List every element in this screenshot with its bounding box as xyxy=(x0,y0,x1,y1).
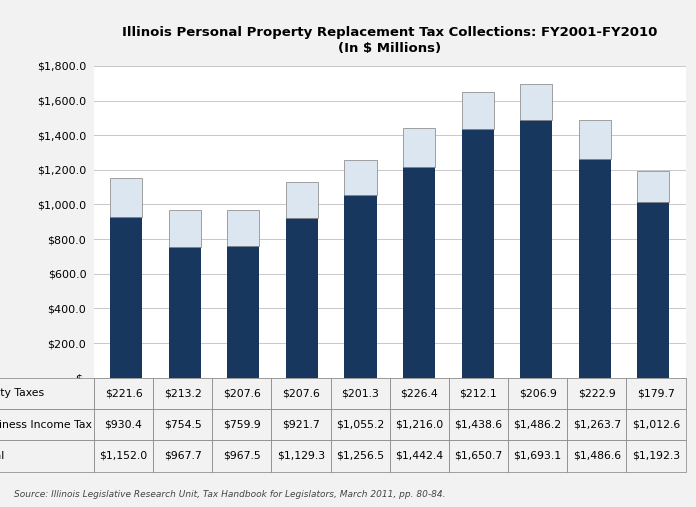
Bar xyxy=(110,216,142,378)
Bar xyxy=(578,159,611,378)
Bar xyxy=(227,210,260,246)
Bar xyxy=(520,120,553,378)
Text: Source: Illinois Legislative Research Unit, Tax Handbook for Legislators, March : Source: Illinois Legislative Research Un… xyxy=(14,490,445,499)
Bar xyxy=(168,210,201,247)
Bar xyxy=(286,218,318,378)
Text: Illinois Personal Property Replacement Tax Collections: FY2001-FY2010: Illinois Personal Property Replacement T… xyxy=(122,26,658,40)
Bar xyxy=(227,246,260,378)
Bar xyxy=(286,182,318,218)
Bar xyxy=(638,202,670,378)
Bar xyxy=(345,195,377,378)
Bar xyxy=(403,167,435,378)
Bar xyxy=(168,247,201,378)
Bar xyxy=(345,160,377,195)
Bar xyxy=(638,171,670,202)
Bar xyxy=(520,85,553,120)
Bar xyxy=(461,92,493,128)
Bar xyxy=(461,128,493,378)
Text: (In $ Millions): (In $ Millions) xyxy=(338,42,441,55)
Bar xyxy=(578,120,611,159)
Bar xyxy=(403,128,435,167)
Bar xyxy=(110,178,142,216)
